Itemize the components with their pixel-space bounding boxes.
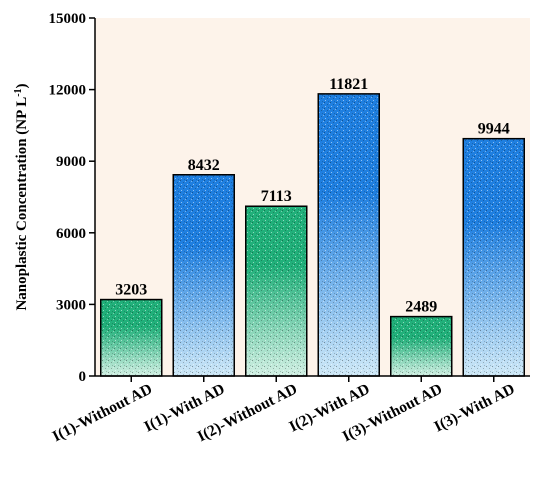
data-labels-group: 3203 8432 7113 11821 2489 9944 [115,76,510,316]
bar-texture [464,139,524,375]
x-category-label: I(3)-With AD [431,380,517,435]
bar-value-label: 9944 [478,121,510,138]
bar-value-label: 8432 [188,157,220,174]
bar-texture [174,175,234,375]
y-tick-label: 6000 [56,226,86,242]
plot-area [95,18,530,376]
bar-value-label: 3203 [115,282,147,299]
y-tick-label: 3000 [56,297,86,313]
bar-texture [319,94,379,375]
y-axis-ticks: 0 3000 6000 9000 12000 15000 [49,11,95,385]
bars-group [100,93,525,377]
bar-value-label: 11821 [329,76,368,93]
y-tick-label: 9000 [56,154,86,170]
bar-texture [101,300,161,375]
y-axis-title-main: Nanoplastic Concentration (NP L [14,97,30,311]
x-category-label: I(1)-Without AD [50,380,155,445]
y-tick-label: 12000 [49,83,87,99]
y-tick-label: 15000 [49,11,87,27]
bar-texture [391,317,451,375]
bar-value-label: 7113 [261,188,292,205]
y-tick-label: 0 [79,369,87,385]
y-axis-title-superscript: -1 [13,88,24,96]
y-axis-title-close: ) [14,83,30,88]
y-axis-title: Nanoplastic Concentration (NP L-1) [13,83,30,310]
bar-value-label: 2489 [405,299,437,316]
x-axis-ticks: I(1)-Without ADI(1)-With ADI(2)-Without … [50,376,518,445]
bar-texture [246,207,306,375]
